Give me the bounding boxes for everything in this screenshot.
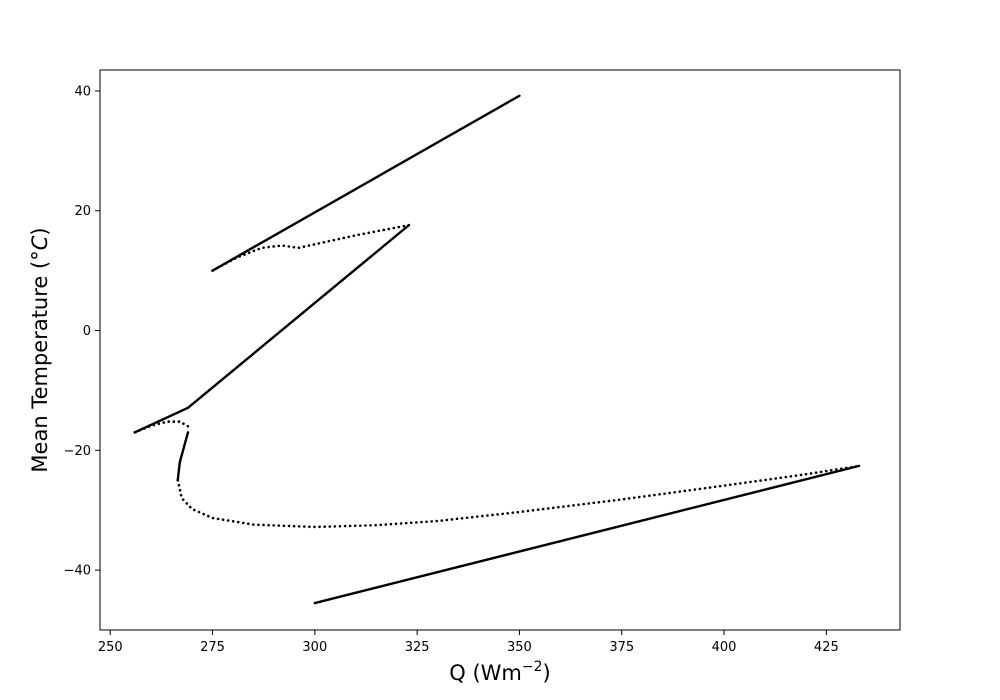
series-line-4-dotted bbox=[133, 420, 190, 434]
x-tick-label: 325 bbox=[405, 640, 430, 655]
y-tick-label: 40 bbox=[74, 84, 91, 99]
plot-frame bbox=[99, 69, 901, 631]
x-tick-label: 400 bbox=[712, 640, 737, 655]
y-axis-label: Mean Temperature (°C) bbox=[28, 227, 52, 472]
series-line-2-dotted bbox=[211, 223, 411, 272]
x-axis-label: Q (Wm−2) bbox=[449, 659, 550, 685]
y-axis: −40 −20 0 20 40 bbox=[64, 84, 100, 579]
x-tick-label: 250 bbox=[98, 640, 123, 655]
series-line-5-solid bbox=[176, 431, 190, 482]
series-line-6-dotted bbox=[176, 464, 861, 529]
y-tick-label: −40 bbox=[64, 564, 91, 579]
y-tick-label: 0 bbox=[83, 324, 91, 339]
x-tick-label: 300 bbox=[302, 640, 327, 655]
x-tick-label: 350 bbox=[507, 640, 532, 655]
x-tick-label: 275 bbox=[200, 640, 225, 655]
series-layer bbox=[133, 94, 861, 605]
series-line-7-solid bbox=[313, 464, 861, 605]
x-axis: 250 275 300 325 350 375 400 425 bbox=[98, 630, 839, 655]
x-tick-label: 425 bbox=[814, 640, 839, 655]
y-tick-label: 20 bbox=[74, 204, 91, 219]
series-line-3-solid bbox=[133, 223, 411, 434]
series-line-1-solid bbox=[211, 94, 521, 272]
y-tick-label: −20 bbox=[64, 444, 91, 459]
x-tick-label: 375 bbox=[609, 640, 634, 655]
